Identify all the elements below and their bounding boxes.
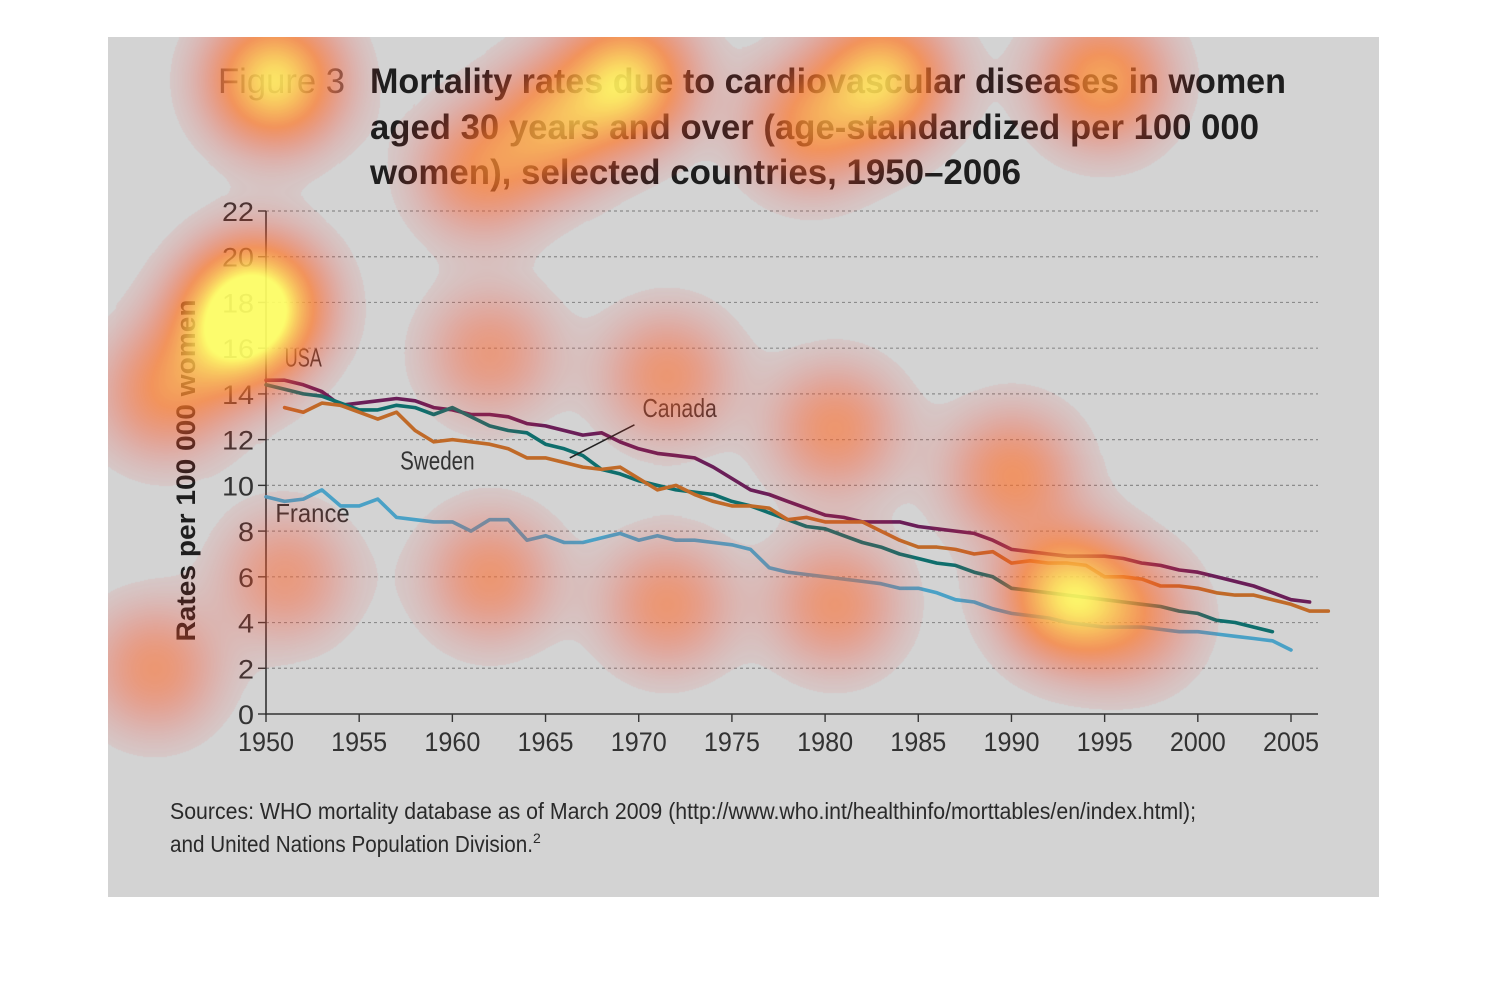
annotation-usa: USA: [285, 342, 323, 372]
sources-line: Sources: WHO mortality database as of Ma…: [170, 798, 1196, 824]
figure-title-line: women), selected countries, 1950–2006: [369, 153, 1021, 192]
x-tick-label: 1975: [704, 727, 760, 757]
y-tick-label: 14: [222, 380, 254, 410]
x-tick-label: 1950: [238, 727, 294, 757]
axes: 0 2 4 6 8 10 12 14 16 18 20 22 1950 1955 1960 1965 1970 1…: [171, 197, 1319, 757]
x-tick-label: 2000: [1170, 727, 1226, 757]
sources-superscript: 2: [533, 830, 541, 846]
series-lines: [264, 378, 1331, 652]
y-tick-label: 0: [238, 700, 254, 730]
y-tick-label: 4: [238, 609, 254, 639]
figure-title-line: Mortality rates due to cardiovascular di…: [370, 62, 1286, 101]
x-tick-label: 1995: [1077, 727, 1133, 757]
series-labels: USA Canada Sweden France: [275, 342, 717, 527]
x-tick-label: 1955: [331, 727, 387, 757]
annotation-canada: Canada: [642, 393, 717, 423]
figure-title-line: aged 30 years and over (age-standardized…: [370, 108, 1259, 147]
sources-block: Sources: WHO mortality database as of Ma…: [170, 798, 1196, 857]
y-tick-label: 6: [238, 563, 254, 593]
y-tick-label: 22: [222, 197, 254, 227]
title-block: Figure 3 Mortality rates due to cardiovas…: [218, 62, 1286, 192]
y-tick-label: 12: [222, 426, 254, 456]
x-tick-label: 1960: [424, 727, 480, 757]
y-tick-label: 20: [222, 243, 254, 273]
annotation-france: France: [275, 498, 349, 528]
figure-label: Figure 3: [218, 62, 345, 101]
x-tick-label: 1980: [797, 727, 853, 757]
grid-lines: [266, 210, 1318, 669]
annotation-leader: [569, 424, 635, 459]
figure-panel: 0 2 4 6 8 10 12 14 16 18 20 22 1950 1955 1960 1965 1970 1…: [108, 37, 1379, 897]
x-tick-label: 1965: [518, 727, 574, 757]
y-tick-label: 8: [238, 517, 254, 547]
x-tick-label: 2005: [1263, 727, 1319, 757]
y-axis-label: Rates per 100 000 women: [171, 300, 201, 642]
x-tick-label: 1990: [983, 727, 1039, 757]
annotation-sweden: Sweden: [400, 445, 474, 475]
y-tick-label: 16: [222, 334, 254, 364]
sources-text: and United Nations Population Division.: [170, 831, 533, 857]
sources-line: and United Nations Population Division.2: [170, 830, 541, 857]
y-tick-label: 10: [222, 471, 254, 501]
x-tick-label: 1970: [611, 727, 667, 757]
x-tick-label: 1985: [890, 727, 946, 757]
y-tick-label: 18: [222, 288, 254, 318]
chart-svg: 0 2 4 6 8 10 12 14 16 18 20 22 1950 1955 1960 1965 1970 1…: [170, 62, 1331, 857]
y-tick-label: 2: [238, 654, 254, 684]
series-line-usa: [264, 378, 1312, 604]
